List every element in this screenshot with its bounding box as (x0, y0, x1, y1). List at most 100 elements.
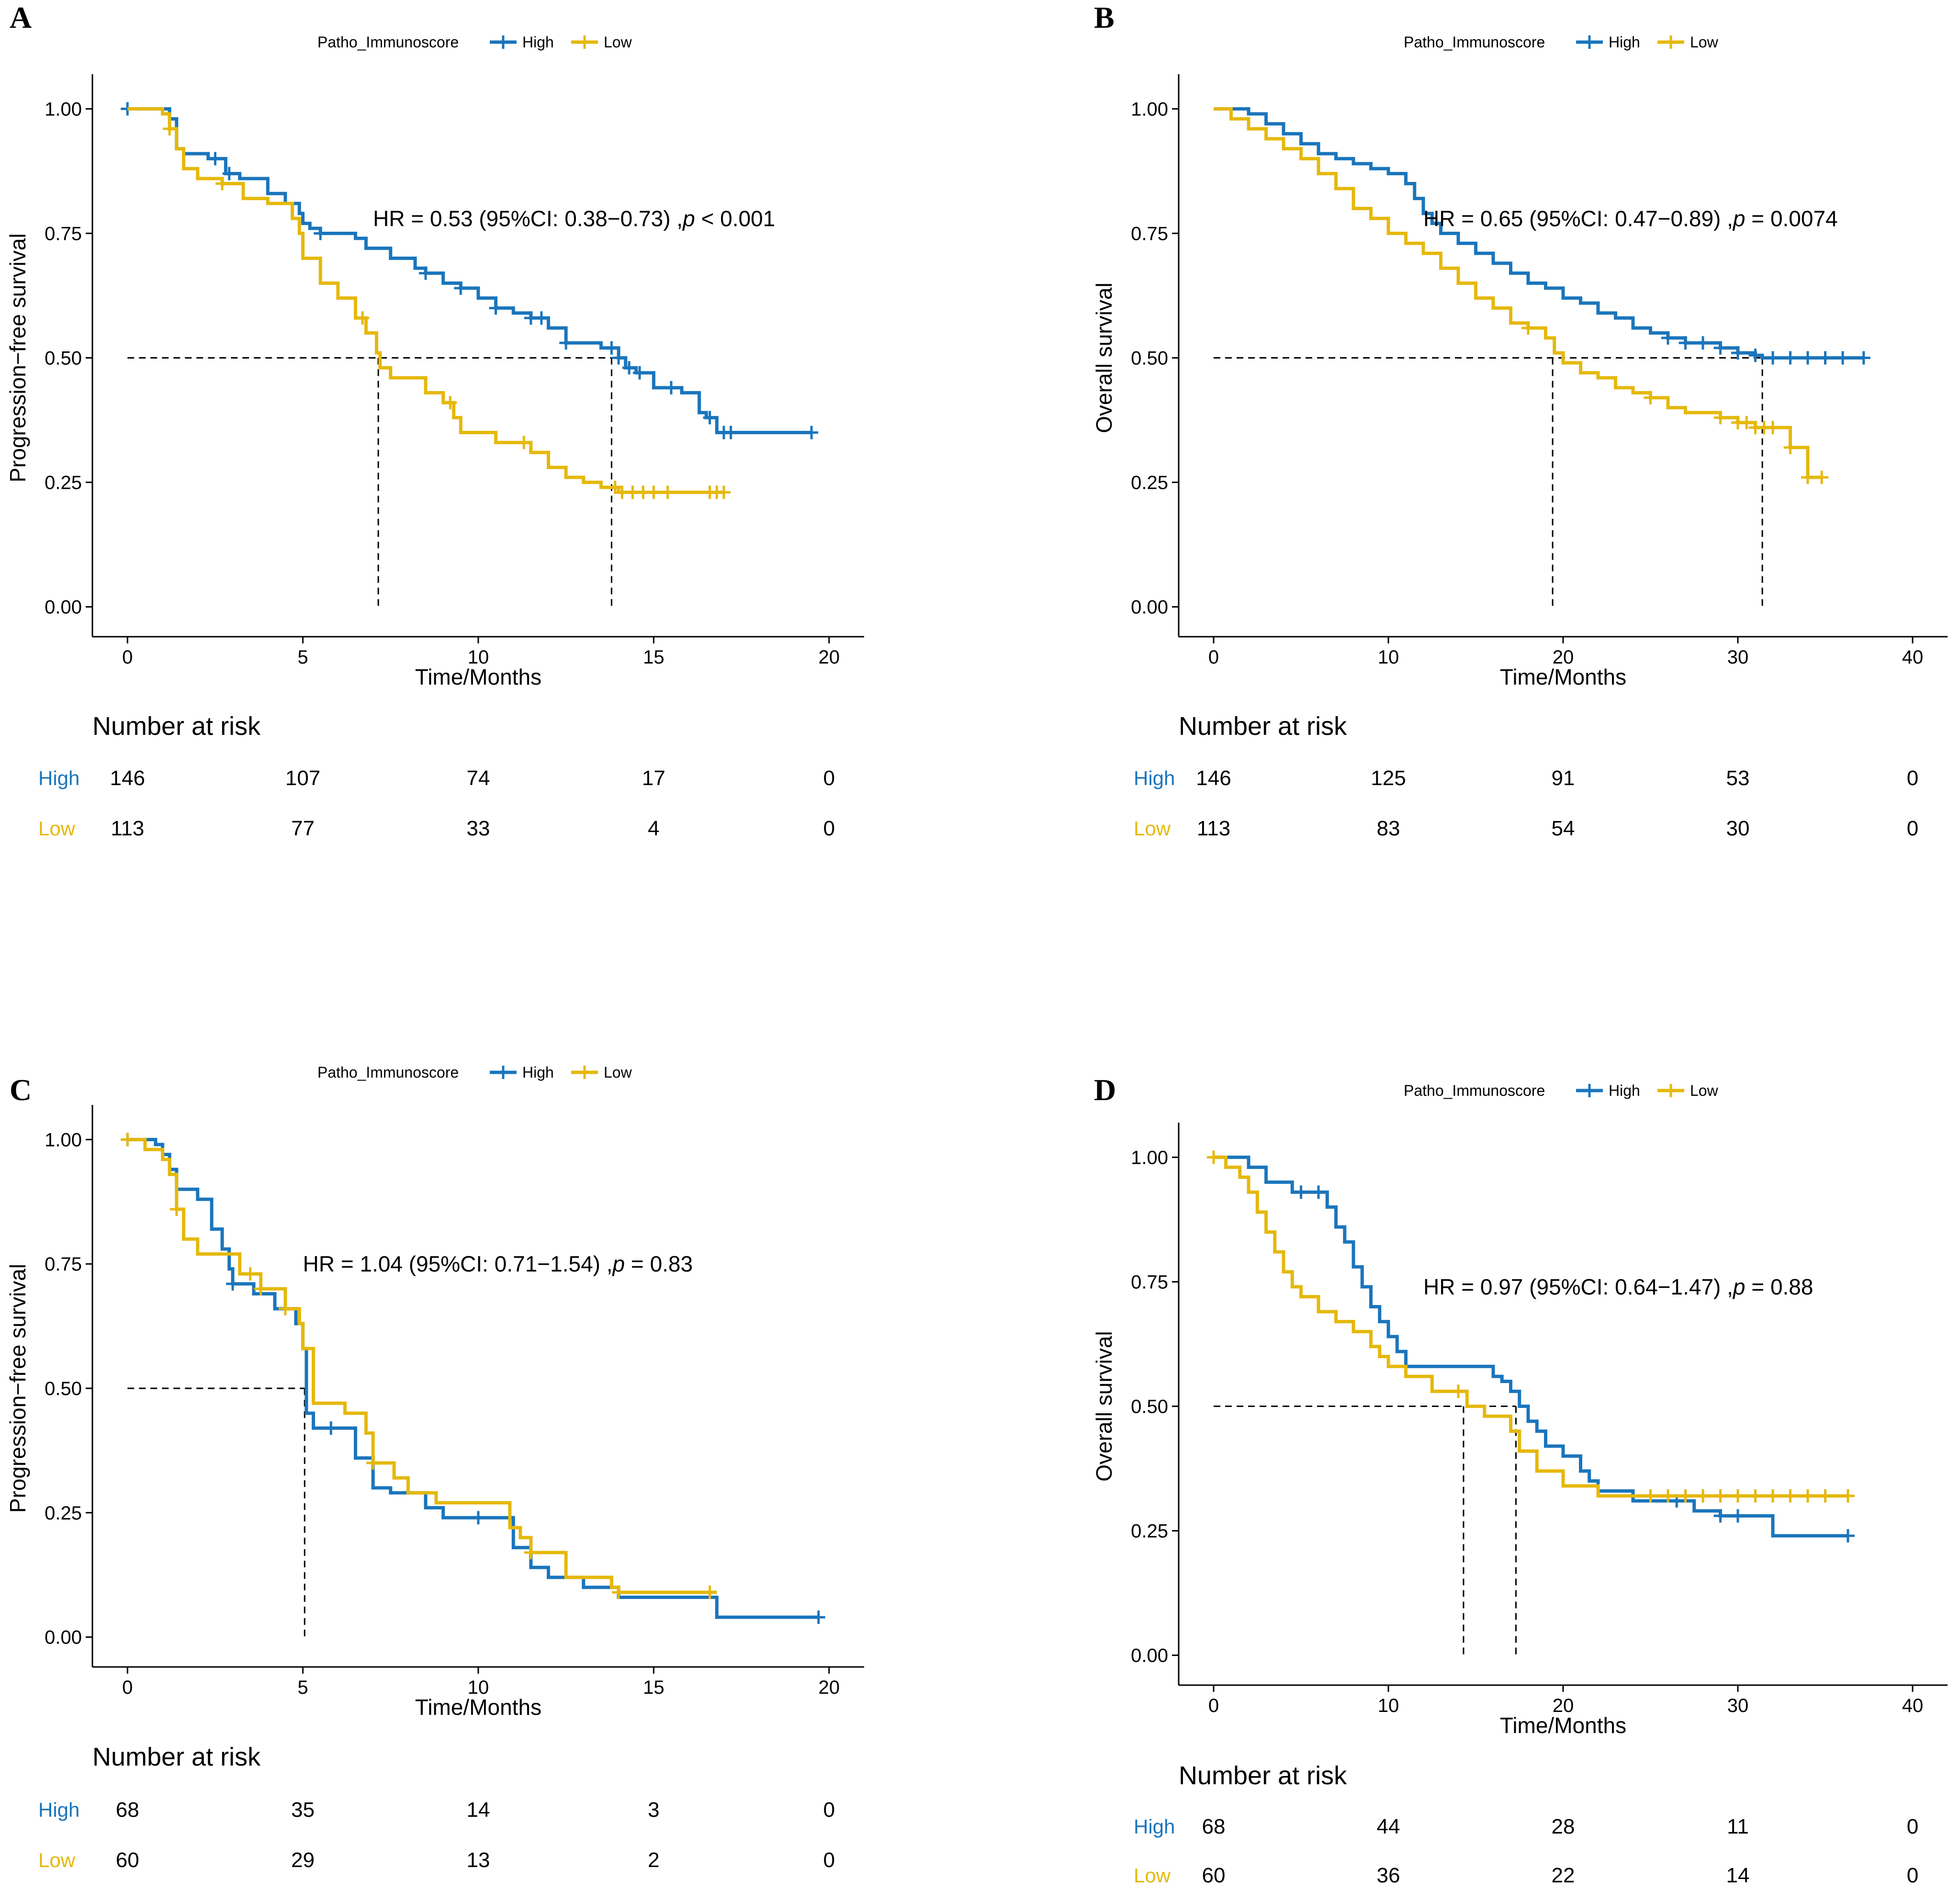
censor-mark-high (226, 1277, 240, 1291)
censor-mark-low (169, 1202, 183, 1216)
risk-count-low: 83 (1377, 817, 1400, 840)
legend-label-high: High (1609, 1082, 1640, 1099)
risk-count-low: 113 (111, 817, 144, 840)
censor-mark-low (279, 1302, 292, 1316)
censor-mark-low (1521, 321, 1535, 335)
y-tick-label: 0.00 (1131, 597, 1168, 618)
x-axis-title: Time/Months (1500, 664, 1626, 689)
censor-mark-high (222, 167, 236, 180)
risk-count-low: 60 (116, 1848, 139, 1872)
risk-count-high: 74 (467, 766, 490, 790)
x-tick-label: 0 (122, 647, 133, 668)
legend-label-high: High (522, 1064, 554, 1081)
risk-count-low: 4 (648, 817, 659, 840)
censor-mark-low (524, 1545, 538, 1559)
censor-mark-low (243, 1267, 257, 1281)
x-tick-label: 0 (1208, 1695, 1219, 1716)
censor-mark-high (1661, 331, 1675, 345)
censor-mark-low (1818, 1489, 1832, 1503)
risk-count-high: 146 (1196, 766, 1231, 790)
hr-annotation: HR = 0.53 (95%CI: 0.38−0.73) ,p < 0.001 (373, 206, 775, 231)
risk-count-low: 0 (823, 817, 834, 840)
censor-mark-low (1748, 1489, 1762, 1503)
y-tick-label: 0.00 (45, 1627, 82, 1648)
legend: Patho_Immunoscore High Low (1404, 34, 1719, 51)
censor-mark-high (472, 1511, 485, 1525)
survival-curve-high (127, 107, 812, 435)
y-tick-label: 1.00 (1131, 99, 1168, 120)
censor-mark-low (608, 480, 622, 494)
risk-table-title: Number at risk (1179, 1761, 1347, 1790)
censor-mark-high (1818, 351, 1832, 365)
panel-letter: A (10, 0, 32, 34)
y-axis-title: Progression−free survival (5, 1264, 30, 1513)
y-tick-label: 1.00 (1131, 1147, 1168, 1168)
risk-count-high: 44 (1377, 1815, 1400, 1838)
censor-mark-low (1452, 1384, 1465, 1398)
censor-mark-low (366, 1456, 380, 1470)
censor-mark-low (517, 436, 531, 450)
risk-count-high: 28 (1552, 1815, 1575, 1838)
legend: Patho_Immunoscore High Low (317, 1064, 632, 1081)
y-tick-label: 0.25 (45, 1503, 82, 1524)
legend-label-high: High (522, 34, 554, 51)
censor-mark-high (559, 336, 573, 350)
censor-mark-high (703, 411, 717, 425)
legend: Patho_Immunoscore High Low (317, 34, 632, 51)
censor-mark-high (1836, 351, 1849, 365)
y-tick-label: 0.00 (1131, 1645, 1168, 1666)
x-tick-label: 20 (818, 647, 840, 668)
censor-mark-low (443, 396, 457, 410)
censor-mark-low (1766, 1489, 1780, 1503)
censor-mark-high (489, 301, 503, 315)
y-tick-label: 0.00 (45, 597, 82, 618)
x-tick-label: 10 (1378, 647, 1399, 668)
y-tick-label: 0.75 (45, 223, 82, 244)
censor-mark-high (419, 266, 433, 280)
risk-count-high: 146 (110, 766, 145, 790)
risk-count-low: 30 (1726, 817, 1750, 840)
y-tick-label: 1.00 (45, 99, 82, 120)
censor-mark-low (612, 1586, 626, 1599)
risk-count-high: 3 (648, 1798, 659, 1822)
risk-count-high: 0 (1907, 1815, 1918, 1838)
legend-title: Patho_Immunoscore (317, 34, 459, 51)
risk-table: Number at risk High 68 35 14 3 0 Low 60 29 13 2 0 (38, 1743, 835, 1872)
legend-title: Patho_Immunoscore (317, 1064, 459, 1081)
censor-mark-low (121, 1133, 135, 1147)
hr-annotation: HR = 1.04 (95%CI: 0.71−1.54) ,p = 0.83 (303, 1251, 693, 1276)
y-axis-title: Progression−free survival (5, 233, 30, 482)
survival-curve-high (1214, 1155, 1848, 1538)
censor-mark-low (1713, 411, 1727, 425)
risk-count-low: 60 (1202, 1864, 1226, 1887)
censor-mark-high (1841, 1529, 1855, 1542)
y-tick-label: 0.25 (1131, 1521, 1168, 1542)
censor-mark-high (1857, 351, 1870, 365)
censor-mark-high (1731, 1509, 1745, 1523)
y-tick-label: 0.25 (1131, 473, 1168, 494)
survival-curve-high (127, 1137, 819, 1619)
x-tick-label: 0 (1208, 647, 1219, 668)
legend: Patho_Immunoscore High Low (1404, 1082, 1719, 1099)
censor-mark-high (605, 341, 619, 355)
risk-count-high: 107 (285, 766, 320, 790)
risk-count-high: 68 (116, 1798, 139, 1822)
risk-count-low: 13 (467, 1848, 490, 1872)
x-tick-label: 10 (1378, 1695, 1399, 1716)
y-tick-label: 0.75 (45, 1254, 82, 1275)
censor-mark-low (1740, 416, 1754, 429)
censor-mark-high (454, 281, 468, 295)
risk-count-high: 53 (1726, 766, 1750, 790)
risk-table-title: Number at risk (92, 1743, 261, 1771)
risk-table-title: Number at risk (1179, 712, 1347, 741)
censor-mark-low (1801, 471, 1814, 484)
y-tick-label: 1.00 (45, 1129, 82, 1150)
censor-mark-low (1766, 421, 1780, 435)
y-axis-title: Overall survival (1092, 282, 1116, 433)
censor-mark-high (324, 1421, 338, 1435)
risk-count-high: 0 (1907, 766, 1918, 790)
legend-label-high: High (1609, 34, 1640, 51)
censor-mark-high (1696, 336, 1710, 350)
censor-mark-low (1731, 1489, 1745, 1503)
risk-count-low: 77 (291, 817, 315, 840)
